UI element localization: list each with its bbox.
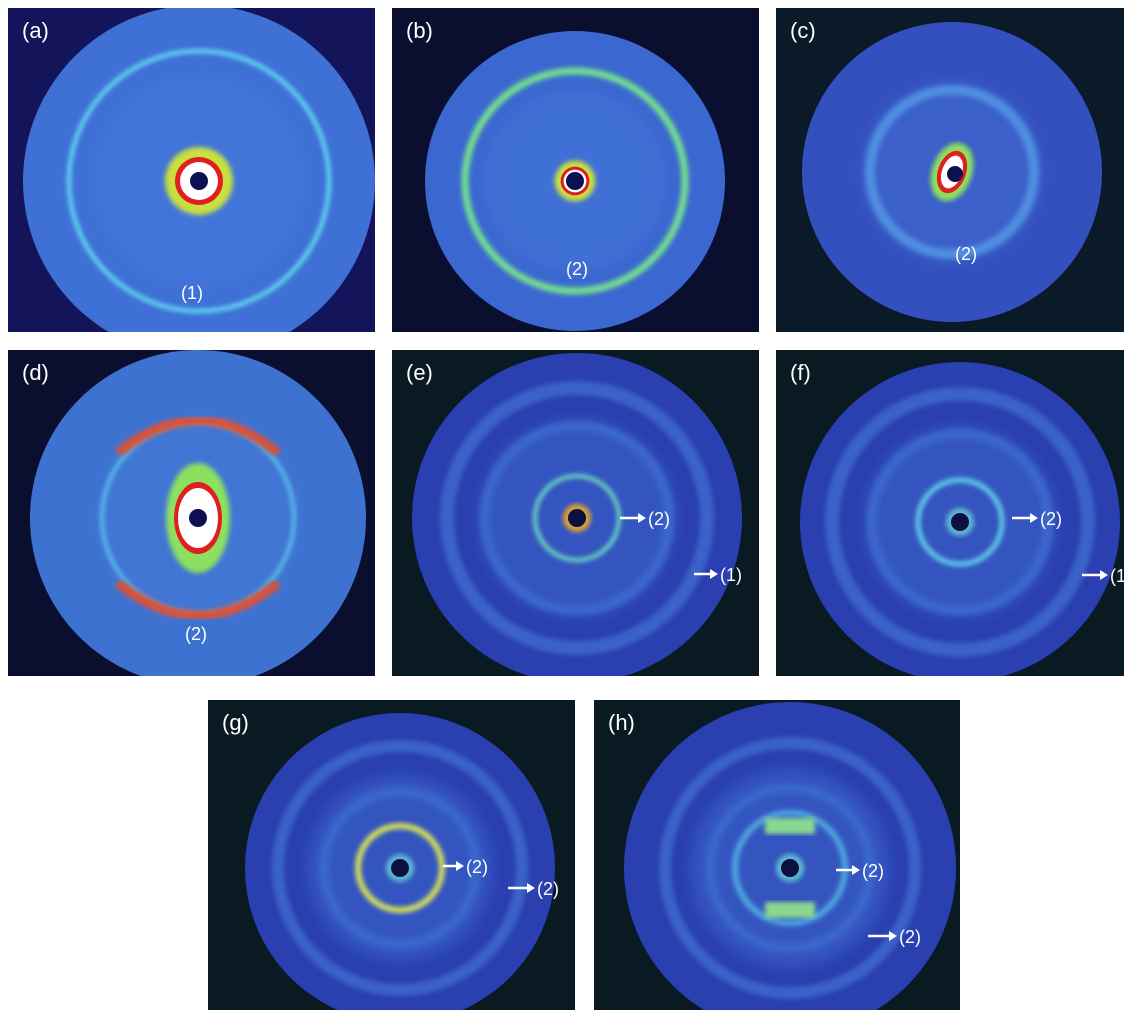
diffraction-panel: (h) (2) (2) xyxy=(594,700,960,1019)
pattern xyxy=(624,702,956,1019)
panel-label: (c) xyxy=(790,18,816,43)
peak-annotation: (2) xyxy=(648,509,670,529)
pattern xyxy=(800,362,1120,682)
beam-stop xyxy=(190,172,208,190)
peak-annotation: (2) xyxy=(185,624,207,644)
beam-stop xyxy=(391,859,409,877)
pattern xyxy=(245,713,555,1019)
pattern xyxy=(412,353,742,683)
peak-annotation: (2) xyxy=(955,244,977,264)
panel-label: (e) xyxy=(406,360,433,385)
diffraction-panel: (a) (1) xyxy=(8,5,375,357)
equatorial-spot xyxy=(765,902,815,918)
beam-stop xyxy=(951,513,969,531)
peak-annotation: (1) xyxy=(720,565,742,585)
beam-stop xyxy=(566,172,584,190)
diffraction-panel: (d) (2) xyxy=(8,350,375,686)
beam-stop xyxy=(568,509,586,527)
pattern xyxy=(425,31,725,331)
pattern xyxy=(802,22,1102,322)
panel-label: (f) xyxy=(790,360,811,385)
peak-annotation: (2) xyxy=(466,857,488,877)
diffraction-panel: (e) (2) (1) xyxy=(392,350,759,683)
panel-label: (a) xyxy=(22,18,49,43)
figure: (a)(1)(b)(2)(c)(2)(d)(2)(e)(2)(1)(f)(2)(… xyxy=(0,0,1132,1019)
equatorial-spot xyxy=(765,818,815,834)
beam-stop xyxy=(781,859,799,877)
beam-stop xyxy=(947,166,963,182)
peak-annotation: (2) xyxy=(537,879,559,899)
pattern xyxy=(23,5,375,357)
diffraction-panel: (c) (2) xyxy=(776,8,1124,332)
panel-label: (h) xyxy=(608,710,635,735)
diffraction-panel: (f) (2) (1 xyxy=(776,350,1126,682)
panel-label: (b) xyxy=(406,18,433,43)
diffraction-panel: (g) (2) (2) xyxy=(208,700,575,1019)
beam-stop xyxy=(189,509,207,527)
diffraction-panel: (b) (2) xyxy=(392,8,759,332)
peak-annotation: (2) xyxy=(1040,509,1062,529)
peak-annotation: (2) xyxy=(899,927,921,947)
peak-annotation: (1 xyxy=(1110,566,1126,586)
panel-label: (d) xyxy=(22,360,49,385)
peak-annotation: (2) xyxy=(862,861,884,881)
panel-label: (g) xyxy=(222,710,249,735)
peak-annotation: (1) xyxy=(181,283,203,303)
peak-annotation: (2) xyxy=(566,259,588,279)
